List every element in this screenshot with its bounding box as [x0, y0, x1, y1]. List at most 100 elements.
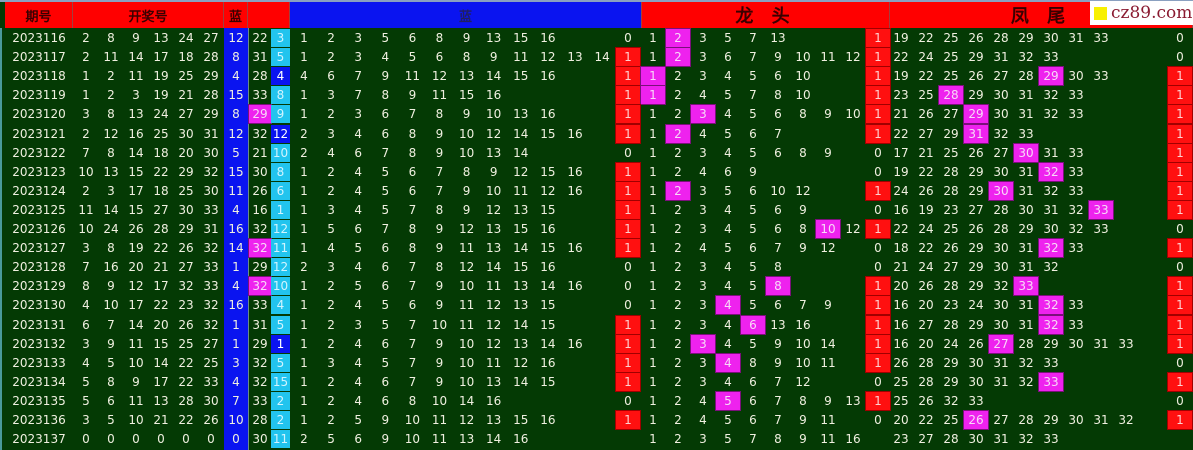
- draw-number: 8: [107, 375, 115, 389]
- blue-candidate: 11: [431, 432, 448, 446]
- blue-candidate: 2: [327, 394, 335, 408]
- head-candidate: 9: [824, 298, 832, 312]
- tail-candidate: 29: [943, 127, 959, 141]
- draw-number: 28: [153, 222, 169, 236]
- blue-candidate: 7: [408, 337, 417, 351]
- head-hit-flag: 1: [865, 295, 891, 315]
- blue-number: 4: [232, 279, 240, 293]
- blue-number: 1: [232, 337, 240, 351]
- blue-candidate: 4: [354, 375, 362, 389]
- blue-candidate: 12: [513, 356, 529, 370]
- head-candidate: 16: [845, 432, 861, 446]
- tail-candidate: 30: [993, 318, 1009, 332]
- blue-mod-value: 12: [271, 220, 290, 238]
- tail-candidate: 23: [893, 88, 909, 102]
- draw-number: 31: [203, 222, 219, 236]
- head-candidate: 5: [715, 391, 741, 411]
- head-candidate: 10: [795, 356, 811, 370]
- head-candidate: 1: [649, 146, 657, 160]
- blue-hit-flag: 1: [615, 353, 641, 373]
- head-hit-flag: 0: [874, 203, 882, 217]
- blue-hit-flag: 1: [615, 334, 641, 354]
- blue-candidate: 14: [486, 69, 502, 83]
- draw-number: 13: [128, 107, 144, 121]
- tail-candidate: 28: [1018, 69, 1034, 83]
- tail-candidate: 31: [1018, 165, 1034, 179]
- head-candidate: 4: [699, 88, 707, 102]
- head-candidate: 9: [799, 241, 807, 255]
- issue-number: 2023124: [12, 184, 66, 198]
- head-candidate: 8: [765, 276, 791, 296]
- blue-mod-value: 10: [271, 277, 290, 295]
- tail-hit-flag: 1: [1167, 124, 1193, 144]
- head-candidate: 5: [749, 337, 757, 351]
- blue-candidate: 13: [513, 298, 529, 312]
- draw-number: 3: [82, 107, 90, 121]
- blue-candidate: 4: [354, 127, 362, 141]
- head-candidate: 4: [699, 165, 707, 179]
- blue-candidate: 1: [300, 165, 308, 179]
- blue-candidate: 1: [300, 184, 308, 198]
- tail-candidate: 25: [918, 88, 934, 102]
- head-candidate: 3: [699, 222, 707, 236]
- draw-number: 22: [153, 165, 169, 179]
- blue-candidate: 14: [513, 127, 529, 141]
- draw-number: 28: [203, 50, 219, 64]
- head-candidate: 12: [845, 50, 861, 64]
- tail-candidate: 28: [918, 375, 934, 389]
- tail-candidate: 26: [918, 394, 934, 408]
- blue-candidate: 9: [381, 69, 390, 83]
- sum-value: 22: [252, 31, 268, 45]
- head-candidate: 4: [724, 318, 732, 332]
- blue-mod-value: 1: [271, 201, 290, 219]
- draw-number: 29: [203, 69, 219, 83]
- head-candidate: 9: [824, 146, 832, 160]
- tail-candidate: 29: [943, 356, 959, 370]
- head-candidate: 1: [649, 184, 657, 198]
- blue-candidate: 4: [354, 337, 362, 351]
- tail-candidate: 22: [918, 69, 934, 83]
- blue-candidate: 7: [381, 146, 390, 160]
- head-candidate: 7: [749, 31, 757, 45]
- tail-candidate: 33: [1068, 298, 1084, 312]
- tail-candidate: 23: [893, 432, 909, 446]
- blue-hit-flag: 0: [624, 394, 632, 408]
- tail-candidate: 25: [943, 31, 959, 45]
- draw-number: 26: [178, 241, 194, 255]
- blue-number: 16: [228, 298, 244, 312]
- blue-candidate: 14: [513, 241, 529, 255]
- tail-candidate: 31: [993, 356, 1009, 370]
- blue-candidate: 16: [513, 432, 529, 446]
- tail-hit-flag: 0: [1176, 222, 1184, 236]
- draw-number: 29: [203, 107, 219, 121]
- head-candidate: 8: [749, 356, 757, 370]
- blue-candidate: 3: [354, 107, 362, 121]
- draw-number: 18: [178, 50, 194, 64]
- tail-candidate: 28: [993, 31, 1009, 45]
- blue-candidate: 11: [431, 413, 448, 427]
- blue-candidate: 5: [354, 241, 362, 255]
- tail-candidate: 18: [893, 241, 909, 255]
- head-candidate: 1: [649, 165, 657, 179]
- issue-number: 2023127: [12, 241, 66, 255]
- head-candidate: 8: [799, 146, 807, 160]
- head-candidate: 5: [749, 279, 757, 293]
- tail-candidate: 33: [1068, 184, 1084, 198]
- draw-number: 22: [178, 356, 194, 370]
- blue-hit-flag: 1: [615, 66, 641, 86]
- draw-number: 12: [128, 279, 144, 293]
- issue-number: 2023117: [12, 50, 66, 64]
- head-candidate: 7: [799, 298, 807, 312]
- head-candidate: 1: [649, 222, 657, 236]
- left-border: [0, 28, 2, 450]
- issue-number: 2023121: [12, 127, 66, 141]
- blue-number: 1: [232, 260, 240, 274]
- draw-number: 11: [128, 394, 144, 408]
- tail-candidate: 33: [1038, 372, 1064, 392]
- blue-candidate: 16: [540, 222, 556, 236]
- sum-value: 32: [252, 356, 268, 370]
- tail-candidate: 22: [918, 241, 934, 255]
- blue-hit-flag: 1: [615, 85, 641, 105]
- head-candidate: 10: [795, 88, 811, 102]
- blue-candidate: 16: [567, 127, 583, 141]
